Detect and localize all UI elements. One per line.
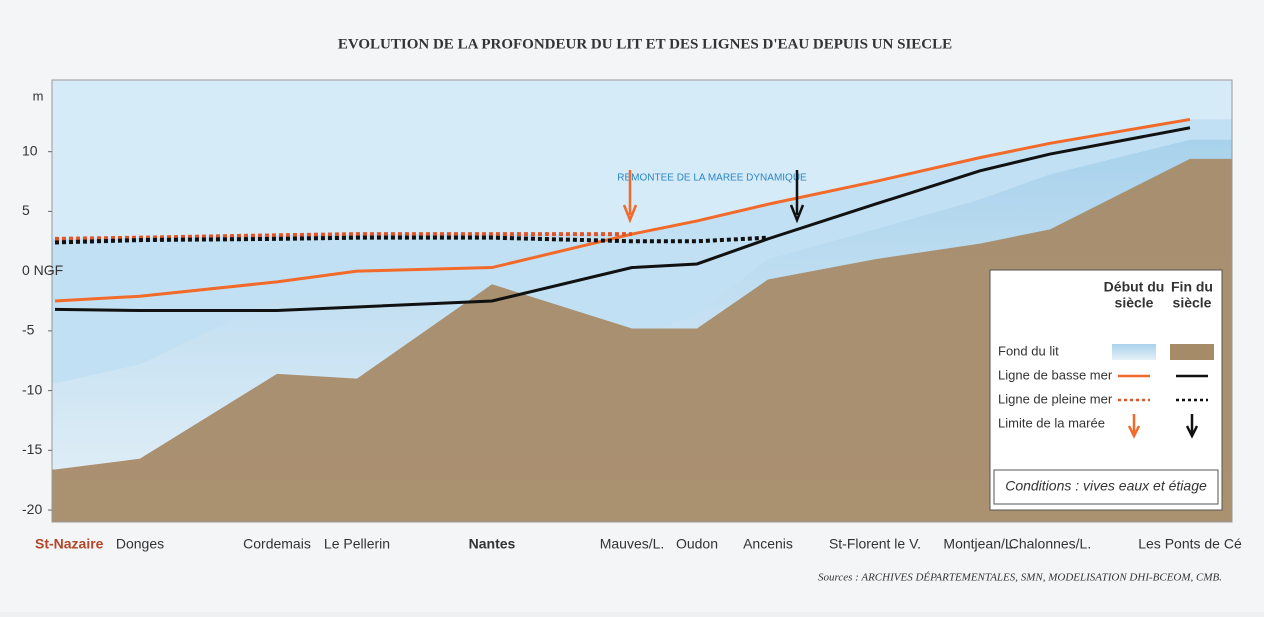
x-tick-label: Mauves/L.	[600, 536, 665, 552]
y-tick-label: 10	[22, 142, 38, 158]
x-tick-label: Oudon	[676, 536, 718, 552]
x-tick-label: St-Florent le V.	[829, 536, 921, 552]
line	[54, 232, 632, 241]
legend-label: Limite de la marée	[998, 415, 1105, 430]
plot-frame	[51, 79, 1233, 523]
chart-title: EVOLUTION DE LA PROFONDEUR DU LIT ET DES…	[338, 36, 952, 52]
x-tick-label: St-Nazaire	[35, 536, 104, 552]
source: Sources : ARCHIVES DÉPARTEMENTALES, SMN,…	[818, 572, 1222, 584]
x-tick-label: Donges	[116, 536, 164, 552]
x-tick-label: Nantes	[469, 536, 516, 552]
tide-arrow	[789, 170, 805, 224]
x-tick-label: Le Pellerin	[324, 536, 390, 552]
x-tick-label: Les Ponts de Cé	[1138, 536, 1242, 552]
line	[54, 117, 1191, 303]
legend-swatch	[1185, 414, 1199, 439]
y-axis-label: m	[33, 88, 44, 103]
line	[54, 235, 769, 245]
x-tick-label: Montjean/L.	[943, 536, 1016, 552]
legend-header: Début du	[1104, 279, 1165, 295]
legend-footer: Conditions : vives eaux et étiage	[1005, 478, 1207, 494]
legend-label: Ligne de pleine mer	[998, 391, 1113, 406]
y-tick-label: -10	[22, 381, 42, 397]
legend-swatch	[1127, 414, 1141, 439]
y-tick-label: 0 NGF	[22, 262, 63, 278]
legend-swatch	[1170, 344, 1214, 360]
legend-swatch	[1112, 344, 1156, 360]
bed-area	[52, 158, 1232, 522]
y-tick-label: 5	[22, 202, 30, 218]
y-tick-label: -5	[22, 322, 35, 338]
x-tick-label: Chalonnes/L.	[1009, 536, 1092, 552]
legend-label: Fond du lit	[998, 343, 1059, 358]
legend-footer-box	[993, 469, 1219, 505]
x-tick-label: Cordemais	[243, 536, 311, 552]
y-tick-label: -20	[22, 501, 42, 517]
y-tick-label: -15	[22, 441, 42, 457]
x-tick-label: Ancenis	[743, 536, 793, 552]
legend-header: siècle	[1173, 295, 1212, 311]
line	[54, 126, 1191, 313]
legend-header: Fin du	[1171, 279, 1213, 295]
legend-header: siècle	[1115, 295, 1154, 311]
tide-arrow	[622, 170, 638, 224]
annotation: REMONTEE DE LA MAREE DYNAMIQUE	[617, 173, 807, 184]
legend-label: Ligne de basse mer	[998, 367, 1113, 382]
